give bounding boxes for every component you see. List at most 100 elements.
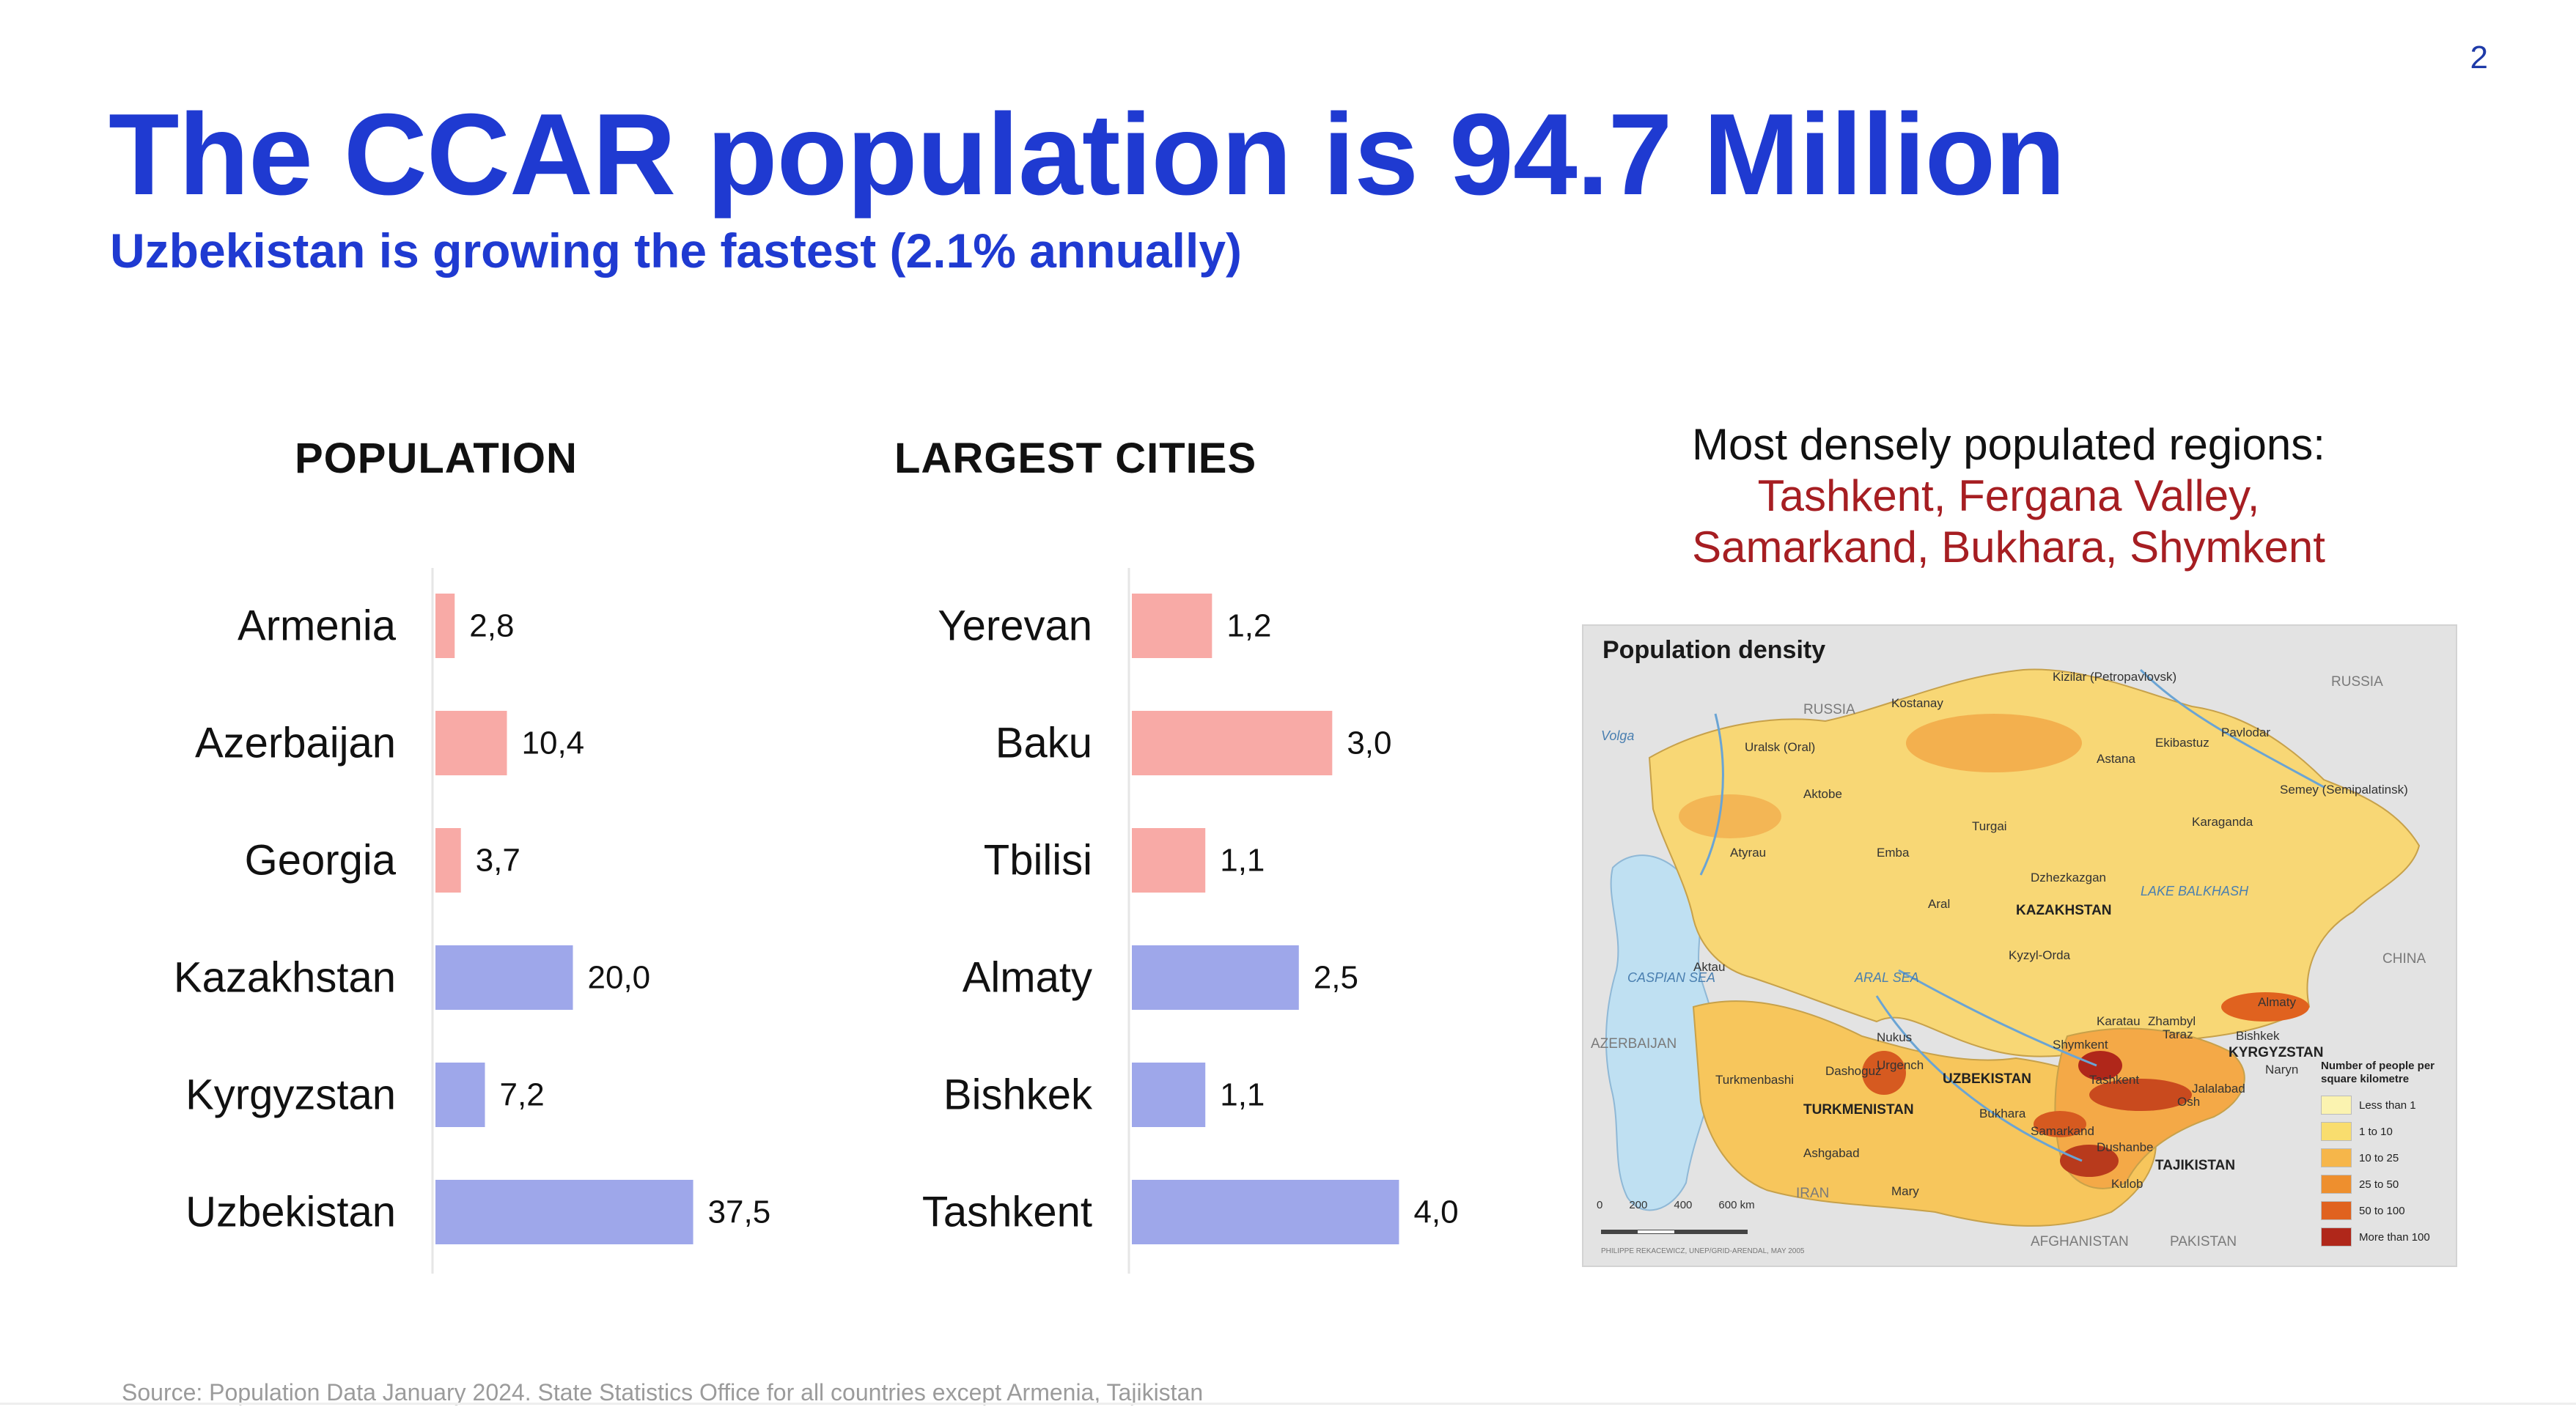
map-label-petropavlovsk: Kizilar (Petropavlovsk) bbox=[2053, 670, 2177, 684]
map-label-caspian-sea: CASPIAN SEA bbox=[1627, 970, 1716, 985]
bar bbox=[435, 594, 455, 658]
map-label-aral-sea: ARAL SEA bbox=[1855, 970, 1919, 985]
map-label-kyzyl-orda: Kyzyl-Orda bbox=[2009, 948, 2071, 962]
west-density-area bbox=[1679, 794, 1781, 838]
category-label: Tashkent bbox=[922, 1189, 1092, 1236]
map-legend-item: 10 to 25 bbox=[2321, 1145, 2446, 1171]
map-legend-label: 10 to 25 bbox=[2359, 1151, 2399, 1164]
map-label-semey: Semey (Semipalatinsk) bbox=[2280, 783, 2408, 797]
map-legend-item: More than 100 bbox=[2321, 1224, 2446, 1250]
map-label-tashkent: Tashkent bbox=[2089, 1073, 2140, 1087]
map-label-pavlodar: Pavlodar bbox=[2221, 725, 2271, 739]
bar bbox=[1132, 945, 1299, 1010]
map-label-ekibastuz: Ekibastuz bbox=[2155, 736, 2209, 750]
map-label-kulob: Kulob bbox=[2111, 1177, 2143, 1191]
map-legend-label: More than 100 bbox=[2359, 1230, 2430, 1244]
map-scale-bar bbox=[1601, 1222, 1777, 1244]
map-label-almaty: Almaty bbox=[2258, 995, 2296, 1009]
category-label: Kazakhstan bbox=[174, 954, 396, 1002]
category-label: Azerbaijan bbox=[195, 720, 396, 767]
river-irtysh bbox=[2139, 668, 2325, 789]
map-label-bishkek: Bishkek bbox=[2236, 1029, 2280, 1043]
value-label: 3,7 bbox=[476, 843, 520, 879]
map-label-azerbaijan: AZERBAIJAN bbox=[1591, 1036, 1677, 1052]
map-label-karaganda: Karaganda bbox=[2192, 815, 2253, 829]
density-heading: Most densely populated regions: bbox=[1692, 420, 2325, 469]
map-legend-swatch bbox=[2321, 1148, 2352, 1167]
density-regions-line1: Tashkent, Fergana Valley, bbox=[1757, 471, 2260, 520]
value-label: 2,5 bbox=[1314, 960, 1358, 996]
dushanbe-dense-area bbox=[2060, 1145, 2119, 1177]
category-label: Tbilisi bbox=[984, 837, 1092, 885]
map-label-astana: Astana bbox=[2097, 752, 2135, 766]
category-label: Almaty bbox=[963, 954, 1092, 1002]
map-legend-swatch bbox=[2321, 1201, 2352, 1220]
map-label-kostanay: Kostanay bbox=[1891, 696, 1943, 710]
map-scale-tick: 600 km bbox=[1718, 1199, 1755, 1211]
map-legend: Number of people per square kilometre Le… bbox=[2321, 1060, 2446, 1250]
category-label: Armenia bbox=[238, 602, 397, 650]
map-label-pakistan: PAKISTAN bbox=[2170, 1234, 2237, 1249]
map-label-samarkand: Samarkand bbox=[2031, 1124, 2094, 1138]
map-label-shymkent: Shymkent bbox=[2053, 1038, 2108, 1052]
category-label: Bishkek bbox=[943, 1071, 1093, 1119]
map-label-dzhezkazgan: Dzhezkazgan bbox=[2031, 871, 2107, 885]
value-label: 20,0 bbox=[588, 960, 651, 996]
footer-divider bbox=[0, 1403, 2576, 1405]
map-credit: PHILIPPE REKACEWICZ, UNEP/GRID-ARENDAL, … bbox=[1601, 1247, 1805, 1255]
map-label-turkmenbashi: Turkmenbashi bbox=[1715, 1073, 1795, 1087]
bar bbox=[435, 1063, 485, 1127]
category-label: Georgia bbox=[245, 837, 397, 885]
category-label: Kyrgyzstan bbox=[185, 1071, 396, 1119]
map-legend-item: 50 to 100 bbox=[2321, 1197, 2446, 1224]
map-scale-tick: 400 bbox=[1674, 1199, 1693, 1211]
map-scale-bar-black bbox=[1601, 1230, 1748, 1234]
map-legend-label: 1 to 10 bbox=[2359, 1125, 2393, 1138]
map-label-russia-west: RUSSIA bbox=[1803, 702, 1855, 717]
map-legend-swatch bbox=[2321, 1096, 2352, 1115]
bar bbox=[1132, 711, 1333, 775]
value-label: 1,2 bbox=[1226, 608, 1271, 644]
bar bbox=[1132, 594, 1212, 658]
map-scale-bar-white bbox=[1638, 1230, 1674, 1234]
value-label: 10,4 bbox=[522, 725, 585, 761]
density-caption: Most densely populated regions: Tashkent… bbox=[1569, 419, 2448, 573]
map-label-bukhara: Bukhara bbox=[1979, 1107, 2026, 1120]
map-label-kyrgyzstan: KYRGYZSTAN bbox=[2229, 1045, 2324, 1060]
population-density-map: Population density RUSSIA RUSSIA CHINA A… bbox=[1582, 624, 2457, 1267]
map-label-zhambyl: Zhambyl bbox=[2148, 1014, 2196, 1028]
bar bbox=[435, 828, 461, 893]
map-scale-tick: 0 bbox=[1597, 1199, 1603, 1211]
page-number: 2 bbox=[2470, 40, 2488, 75]
map-label-china: CHINA bbox=[2382, 951, 2426, 967]
bar bbox=[1132, 1063, 1206, 1127]
page-subtitle: Uzbekistan is growing the fastest (2.1% … bbox=[110, 224, 1243, 278]
map-label-tajikistan: TAJIKISTAN bbox=[2155, 1158, 2236, 1173]
map-label-dushanbe: Dushanbe bbox=[2097, 1140, 2154, 1154]
kazakhstan-area bbox=[1648, 668, 2421, 1057]
map-label-iran: IRAN bbox=[1796, 1186, 1830, 1201]
category-label: Yerevan bbox=[938, 602, 1092, 650]
bar bbox=[1132, 828, 1206, 893]
north-density-area bbox=[1906, 714, 2082, 772]
map-label-kazakhstan: KAZAKHSTAN bbox=[2016, 903, 2112, 918]
map-label-taraz: Taraz bbox=[2163, 1027, 2193, 1041]
population-chart-title: POPULATION bbox=[295, 435, 578, 482]
map-legend-item: 25 to 50 bbox=[2321, 1171, 2446, 1197]
map-label-dashoguz: Dashoguz bbox=[1825, 1064, 1882, 1078]
map-label-turkmenistan: TURKMENISTAN bbox=[1803, 1102, 1914, 1118]
value-label: 1,1 bbox=[1220, 843, 1265, 879]
map-label-volga: Volga bbox=[1601, 728, 1635, 743]
river-amu-darya bbox=[1875, 995, 2083, 1162]
map-label-emba: Emba bbox=[1877, 846, 1910, 860]
map-label-lake-balkhash: LAKE BALKHASH bbox=[2141, 884, 2249, 898]
map-label-jalalabad: Jalalabad bbox=[2192, 1082, 2245, 1096]
map-label-oral: Uralsk (Oral) bbox=[1745, 740, 1816, 754]
bar bbox=[435, 1180, 693, 1244]
map-label-aral: Aral bbox=[1928, 897, 1951, 911]
map-title: Population density bbox=[1602, 636, 1826, 664]
almaty-dense-area bbox=[2221, 992, 2309, 1022]
map-legend-swatch bbox=[2321, 1122, 2352, 1141]
map-label-urgench: Urgench bbox=[1877, 1058, 1924, 1072]
